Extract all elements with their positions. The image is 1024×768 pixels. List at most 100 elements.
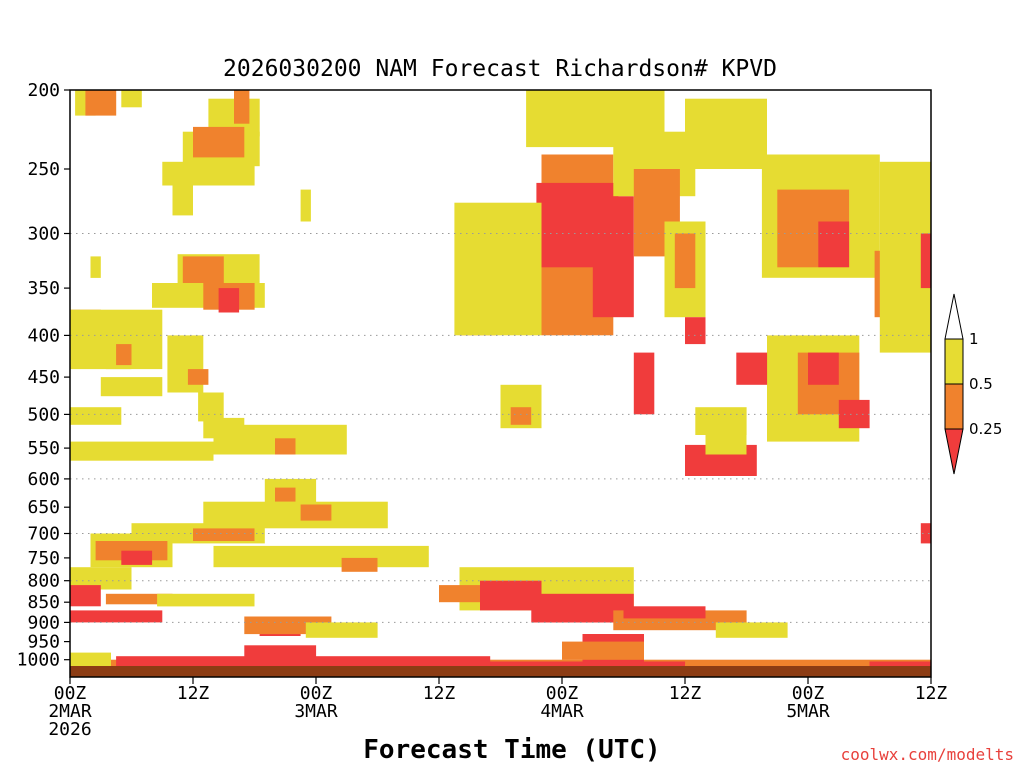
y-tick-label: 650 — [27, 497, 60, 518]
y-tick-label: 850 — [27, 592, 60, 613]
heatmap-cell — [592, 196, 634, 318]
x-axis-label: Forecast Time (UTC) — [363, 735, 660, 765]
y-tick-label: 600 — [27, 469, 60, 490]
legend: 1 0.5 0.25 — [944, 293, 1002, 475]
heatmap-cell — [808, 352, 839, 385]
legend-label: 0.5 — [969, 375, 993, 393]
heatmap-cell — [121, 90, 142, 108]
x-tick-label: 00Z — [792, 683, 825, 704]
heatmap-cell — [198, 392, 224, 422]
heatmap-cell — [300, 189, 311, 222]
heatmap-cell — [70, 567, 132, 590]
y-tick-label: 700 — [27, 524, 60, 545]
y-tick-label: 1000 — [17, 650, 60, 671]
y-tick-label: 200 — [27, 80, 60, 101]
x-tick-label: 12Z — [915, 683, 948, 704]
y-tick-label: 300 — [27, 224, 60, 245]
heatmap-cell — [105, 593, 173, 605]
heatmap-cell — [300, 504, 332, 521]
legend-swatch — [944, 338, 964, 385]
heatmap-cell — [70, 441, 214, 461]
plot-frame — [69, 89, 932, 678]
x-tick-date: 3MAR — [294, 701, 338, 722]
y-tick-label: 750 — [27, 548, 60, 569]
heatmap-cell — [193, 528, 255, 541]
heatmap-cell — [193, 126, 245, 158]
heatmap-cell — [439, 585, 480, 603]
heatmap-cell — [674, 233, 696, 289]
heatmap-cell — [920, 523, 932, 544]
heatmap-cell — [70, 585, 101, 607]
x-tick-label: 00Z — [54, 683, 87, 704]
x-tick-date: 4MAR — [540, 701, 584, 722]
legend-swatch-bottom — [944, 428, 964, 475]
heatmap-cell — [685, 664, 870, 666]
heatmap-cell — [162, 161, 255, 186]
heatmap-cell — [305, 622, 378, 638]
legend-label: 1 — [969, 330, 979, 348]
x-tick-label: 00Z — [300, 683, 333, 704]
legend-label: 0.25 — [969, 420, 1002, 438]
heatmap-cell — [633, 352, 655, 415]
x-tick-label: 12Z — [669, 683, 702, 704]
heatmap-cell — [838, 399, 870, 429]
heatmap-cell — [480, 580, 542, 611]
heatmap-cell — [705, 435, 747, 455]
ground-layer — [70, 666, 931, 677]
heatmap-cell — [90, 256, 101, 278]
heatmap-cell — [623, 606, 706, 619]
heatmap-cells — [70, 90, 932, 666]
heatmap-cell — [275, 487, 296, 502]
y-tick-label: 250 — [27, 159, 60, 180]
heatmap-cell — [695, 407, 747, 435]
heatmap-cell — [157, 593, 255, 607]
heatmap-cell — [341, 557, 378, 572]
y-tick-label: 900 — [27, 612, 60, 633]
heatmap-cell — [685, 98, 767, 169]
y-tick-label: 350 — [27, 278, 60, 299]
x-tick-label: 12Z — [423, 683, 456, 704]
y-axis: 200 250 300 350 400 450 500 550 600 650 700 7508008… — [17, 80, 70, 671]
heatmap-cell — [685, 317, 706, 345]
heatmap-cell — [85, 90, 117, 116]
heatmap-cell — [121, 550, 153, 565]
heatmap-cell — [510, 407, 532, 425]
heatmap-cell — [172, 182, 193, 216]
x-tick-label: 12Z — [177, 683, 210, 704]
chart-title: 2026030200 NAM Forecast Richardson# KPVD — [223, 56, 777, 82]
heatmap-cell — [920, 233, 932, 289]
heatmap-cell — [408, 661, 686, 666]
heatmap-cell — [100, 377, 163, 397]
heatmap-cell — [234, 90, 250, 124]
x-tick-date: 2MAR — [48, 701, 92, 722]
x-tick-date: 5MAR — [786, 701, 830, 722]
y-tick-label: 500 — [27, 404, 60, 425]
heatmap-cell — [562, 641, 644, 660]
legend-swatch — [944, 383, 964, 430]
legend-swatch-top — [944, 293, 964, 340]
heatmap-cell — [116, 344, 132, 366]
y-tick-label: 550 — [27, 438, 60, 459]
heatmap-cell — [70, 407, 122, 425]
y-tick-label: 450 — [27, 367, 60, 388]
heatmap-cell — [818, 221, 850, 268]
heatmap-cell — [454, 202, 542, 336]
heatmap-cell — [70, 610, 163, 623]
heatmap-cell — [187, 369, 209, 385]
x-tick-label: 00Z — [546, 683, 579, 704]
heatmap-cell — [275, 438, 296, 455]
x-tick-year: 2026 — [48, 719, 91, 740]
heatmap-cell — [213, 545, 429, 568]
heatmap-cell — [869, 661, 931, 666]
heatmap-cell — [182, 256, 224, 283]
heatmap-cell — [715, 622, 788, 638]
heatmap-cell — [218, 288, 240, 313]
y-tick-label: 950 — [27, 632, 60, 653]
heatmap-cell — [736, 352, 768, 385]
heatmap-cell — [244, 645, 317, 664]
heatmap-cell — [70, 652, 111, 666]
y-tick-label: 400 — [27, 325, 60, 346]
y-tick-label: 800 — [27, 571, 60, 592]
